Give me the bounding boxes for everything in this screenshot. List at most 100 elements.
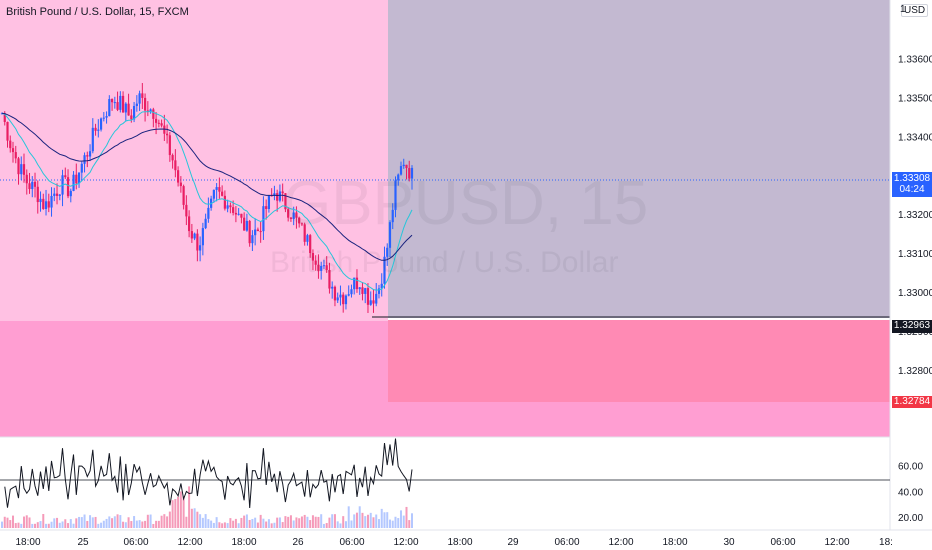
volume-bar: [25, 515, 28, 528]
price-tick-label: 1.33000: [898, 288, 932, 299]
candle-body: [53, 193, 56, 196]
volume-bar: [402, 515, 405, 528]
candle-body: [154, 118, 158, 123]
volume-bar: [1, 521, 3, 528]
volume-bar: [339, 523, 342, 528]
candle-body: [124, 103, 127, 113]
volume-bar: [23, 516, 26, 528]
volume-bar: [166, 516, 169, 528]
candle-body: [311, 253, 315, 261]
candle-body: [212, 189, 215, 199]
volume-bar: [245, 514, 248, 528]
volume-bar: [75, 518, 78, 528]
candle-body: [366, 288, 370, 305]
candle-body: [380, 283, 383, 289]
candle-body: [44, 201, 48, 209]
volume-bar: [411, 513, 413, 528]
candle-body: [386, 247, 389, 257]
time-tick-label: 18:00: [231, 537, 256, 548]
candle-body: [388, 222, 392, 248]
candle-body: [369, 300, 372, 305]
time-tick-label: 29: [507, 537, 519, 548]
candle-body: [99, 118, 103, 130]
candle-body: [138, 93, 141, 104]
volume-bar: [358, 506, 361, 528]
candle-body: [17, 158, 20, 175]
volume-bar: [31, 523, 34, 528]
time-tick-label: 06:00: [123, 537, 148, 548]
candle-body: [292, 212, 295, 219]
volume-bar: [100, 522, 103, 528]
volume-bar: [196, 511, 199, 528]
candle-body: [130, 115, 133, 120]
candle-body: [75, 174, 78, 184]
current-price: 1.33308: [893, 173, 931, 184]
candle-body: [199, 245, 202, 251]
candle-body: [14, 152, 17, 159]
candle-body: [372, 300, 375, 304]
candle-body: [190, 231, 193, 239]
candle-body: [110, 99, 114, 103]
candle-body: [355, 277, 359, 290]
volume-bar: [193, 508, 196, 528]
volume-bar: [372, 517, 375, 528]
candle-body: [347, 294, 350, 296]
candle-body: [295, 212, 298, 218]
rsi-axis[interactable]: 60.00 40.00 20.00: [898, 462, 923, 524]
candle-body: [237, 213, 240, 215]
time-tick-label: 12:00: [393, 537, 418, 548]
volume-bar: [113, 516, 116, 528]
candle-body: [177, 170, 180, 183]
volume-bar: [405, 506, 408, 528]
current-price-badge: 1.33308 04:24: [892, 172, 932, 197]
volume-bar: [207, 519, 210, 528]
candle-body: [160, 123, 163, 126]
time-tick-label: 18:00: [662, 537, 687, 548]
symbol-title[interactable]: British Pound / U.S. Dollar, 15, FXCM: [6, 6, 189, 18]
volume-bar: [289, 515, 292, 528]
candle-body: [47, 201, 50, 208]
candle-body: [11, 148, 15, 153]
volume-bar: [380, 508, 383, 528]
candle-body: [97, 129, 100, 131]
candle-body: [193, 233, 196, 239]
volume-bar: [284, 516, 287, 528]
volume-bar: [174, 499, 177, 528]
volume-bar: [221, 523, 224, 528]
time-axis[interactable]: 18:00 25 06:00 12:00 18:00 26 06:00 12:00 18:00 2…: [15, 537, 892, 548]
volume-bar: [80, 517, 83, 528]
currency-button[interactable]: USD: [901, 4, 929, 17]
volume-bar: [303, 514, 306, 528]
candle-body: [273, 193, 276, 196]
volume-bar: [111, 518, 114, 528]
candle-body: [157, 122, 160, 124]
candle-body: [223, 195, 226, 209]
volume-bar: [397, 518, 400, 528]
volume-bar: [91, 517, 94, 528]
volume-bar: [355, 512, 358, 528]
time-tick-label: 26: [292, 537, 304, 548]
volume-bar: [61, 521, 64, 528]
candle-body: [25, 174, 28, 184]
time-tick-label: 06:00: [770, 537, 795, 548]
candle-body: [232, 207, 235, 213]
candle-body: [55, 193, 59, 196]
volume-bar: [124, 522, 127, 528]
candle-body: [119, 95, 122, 110]
candle-body: [121, 95, 125, 113]
entry-price-badge: 1.32963: [892, 320, 932, 333]
volume-bar: [399, 510, 402, 528]
volume-bar: [12, 515, 15, 528]
candle-body: [377, 288, 381, 294]
volume-bar: [267, 519, 270, 528]
candle-body: [336, 297, 339, 301]
volume-bar: [78, 516, 81, 528]
volume-bar: [163, 514, 166, 528]
candle-body: [251, 235, 254, 244]
volume-bar: [344, 521, 347, 528]
volume-bar: [47, 523, 50, 528]
volume-bar: [53, 518, 56, 528]
candle-body: [391, 209, 394, 223]
candle-body: [303, 224, 306, 242]
